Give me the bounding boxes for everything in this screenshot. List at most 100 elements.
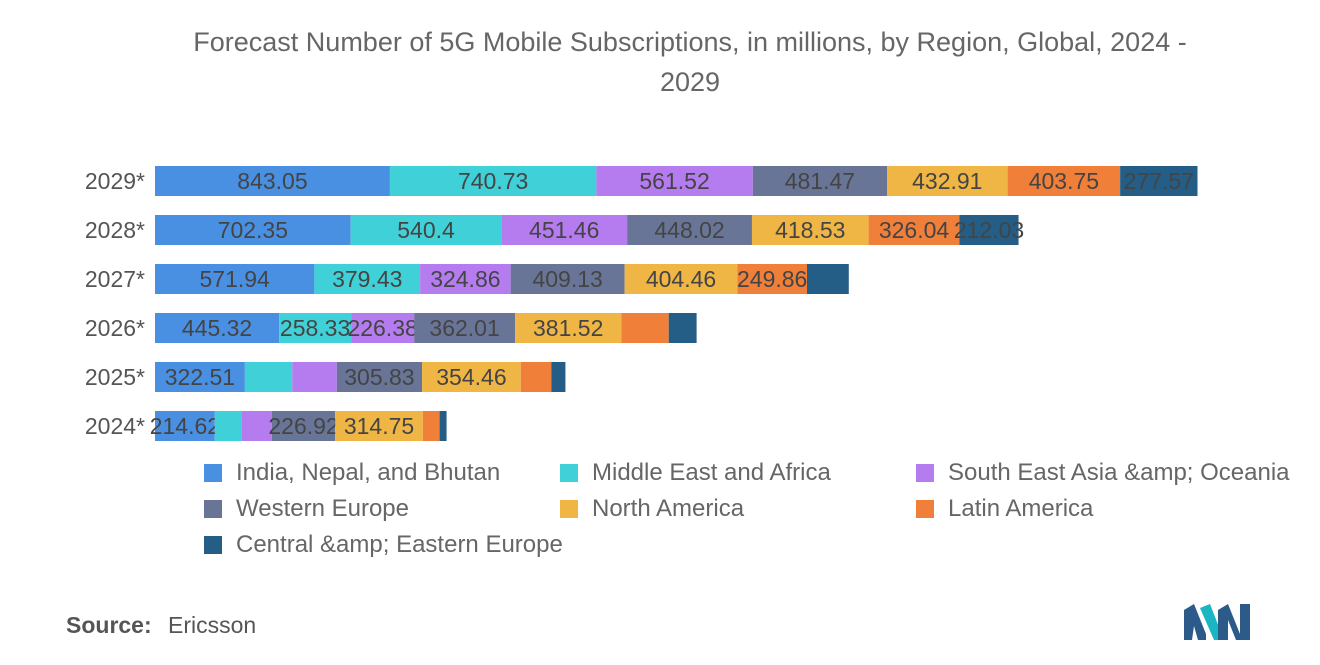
y-tick-label: 2027*	[85, 266, 145, 292]
chart-legend: India, Nepal, and Bhutan Middle East and…	[204, 459, 1314, 558]
legend-label: Western Europe	[236, 495, 409, 522]
y-tick-label: 2028*	[85, 217, 145, 243]
data-label: 702.35	[218, 217, 288, 243]
source-note: Source: Ericsson	[66, 612, 256, 639]
logo-shape-left	[1184, 604, 1206, 640]
bar-segment[interactable]	[621, 313, 669, 343]
bar-segment[interactable]	[244, 362, 293, 392]
data-label: 403.75	[1029, 168, 1099, 194]
bar-segment[interactable]	[510, 264, 625, 294]
bar-segment[interactable]	[155, 166, 390, 196]
legend-item[interactable]: India, Nepal, and Bhutan	[204, 459, 560, 486]
bar-segment[interactable]	[668, 313, 697, 343]
bar-segment[interactable]	[627, 215, 752, 245]
mordor-intelligence-logo	[1184, 604, 1250, 640]
bar-segment[interactable]	[271, 411, 336, 441]
data-label: 571.94	[200, 266, 271, 292]
bar-segment[interactable]	[515, 313, 622, 343]
bar-segment[interactable]	[414, 313, 516, 343]
bar-segment[interactable]	[214, 411, 242, 441]
source-label: Source:	[66, 612, 152, 638]
bar-segment[interactable]	[751, 215, 869, 245]
data-label: 362.01	[429, 315, 499, 341]
legend-label: Latin America	[948, 495, 1094, 522]
legend-label: Middle East and Africa	[592, 459, 831, 486]
data-label: 354.46	[436, 364, 506, 390]
legend-swatch	[204, 464, 222, 482]
bar-segment[interactable]	[1007, 166, 1121, 196]
bar-segment[interactable]	[241, 411, 272, 441]
legend-swatch	[560, 464, 578, 482]
data-label: 326.04	[879, 217, 950, 243]
data-label: 561.52	[639, 168, 709, 194]
source-value: Ericsson	[168, 612, 257, 638]
legend-label: South East Asia &amp; Oceania	[948, 459, 1290, 486]
data-label: 322.51	[165, 364, 235, 390]
bar-segment[interactable]	[336, 362, 423, 392]
bar-segment[interactable]	[868, 215, 960, 245]
bar-segment[interactable]	[314, 264, 421, 294]
bar-segment[interactable]	[959, 215, 1019, 245]
bar-segment[interactable]	[155, 313, 280, 343]
bar-segment[interactable]	[422, 362, 521, 392]
bar-segment[interactable]	[551, 362, 566, 392]
data-label: 404.46	[646, 266, 716, 292]
bar-segment[interactable]	[501, 215, 628, 245]
bar-segment[interactable]	[886, 166, 1008, 196]
bar-segment[interactable]	[596, 166, 753, 196]
chart-title-line-1: Forecast Number of 5G Mobile Subscriptio…	[193, 27, 1187, 57]
chart-title: Forecast Number of 5G Mobile Subscriptio…	[100, 22, 1280, 102]
legend-swatch	[560, 500, 578, 518]
bar-segment[interactable]	[420, 264, 511, 294]
bar-segment[interactable]	[155, 264, 315, 294]
data-label: 740.73	[458, 168, 528, 194]
bar-segment[interactable]	[155, 362, 245, 392]
bar-segment[interactable]	[752, 166, 887, 196]
legend-swatch	[204, 500, 222, 518]
data-label: 445.32	[182, 315, 252, 341]
legend-item[interactable]: South East Asia &amp; Oceania	[916, 459, 1314, 486]
data-label: 214.62	[150, 413, 220, 439]
legend-item[interactable]: Middle East and Africa	[560, 459, 916, 486]
bar-segment[interactable]	[335, 411, 423, 441]
logo-shape-right	[1218, 604, 1250, 640]
bar-segment[interactable]	[155, 411, 215, 441]
data-label: 314.75	[344, 413, 414, 439]
bar-segment[interactable]	[439, 411, 447, 441]
bar-segment[interactable]	[737, 264, 807, 294]
y-tick-label: 2026*	[85, 315, 145, 341]
legend-item[interactable]: Latin America	[916, 495, 1314, 522]
bar-segment[interactable]	[155, 215, 351, 245]
data-label: 381.52	[533, 315, 603, 341]
data-label: 379.43	[332, 266, 402, 292]
data-label: 258.33	[280, 315, 350, 341]
legend-item[interactable]: Central &amp; Eastern Europe	[204, 531, 563, 558]
data-label: 277.57	[1124, 168, 1194, 194]
y-tick-label: 2024*	[85, 413, 145, 439]
data-label: 212.03	[954, 217, 1024, 243]
bar-segment[interactable]	[350, 215, 502, 245]
data-label: 540.4	[397, 217, 455, 243]
bar-segment[interactable]	[1120, 166, 1198, 196]
bar-segment[interactable]	[422, 411, 440, 441]
legend-item[interactable]: North America	[560, 495, 916, 522]
bar-segment[interactable]	[806, 264, 849, 294]
bar-segment[interactable]	[624, 264, 738, 294]
bar-segment[interactable]	[389, 166, 597, 196]
data-label: 481.47	[785, 168, 855, 194]
y-tick-label: 2025*	[85, 364, 145, 390]
bar-segment[interactable]	[351, 313, 415, 343]
data-label: 432.91	[912, 168, 982, 194]
data-label: 226.92	[268, 413, 338, 439]
data-label: 249.86	[737, 266, 807, 292]
bar-segment[interactable]	[279, 313, 352, 343]
legend-item[interactable]: Western Europe	[204, 495, 560, 522]
bar-segment[interactable]	[520, 362, 552, 392]
bar-segment[interactable]	[292, 362, 337, 392]
data-label: 448.02	[654, 217, 724, 243]
legend-swatch	[204, 536, 222, 554]
legend-swatch	[916, 464, 934, 482]
y-tick-label: 2029*	[85, 168, 145, 194]
data-label: 305.83	[344, 364, 414, 390]
